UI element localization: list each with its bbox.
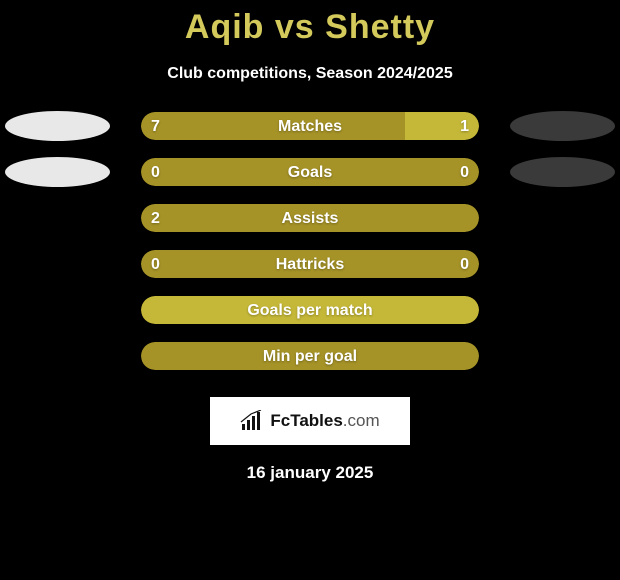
player-right-marker [510, 157, 615, 187]
value-right: 1 [460, 112, 469, 141]
page-title: Aqib vs Shetty [0, 8, 620, 47]
stat-row-hattricks: 0 Hattricks 0 [0, 249, 620, 295]
badge-name: FcTables [270, 411, 342, 431]
stat-row-goals: 0 Goals 0 [0, 157, 620, 203]
value-right: 0 [460, 250, 469, 279]
stat-label: Matches [141, 112, 479, 141]
stat-label: Goals [141, 158, 479, 187]
stat-bar: 2 Assists [140, 203, 480, 233]
player-right-marker [510, 111, 615, 141]
comparison-card: Aqib vs Shetty Club competitions, Season… [0, 0, 620, 580]
value-right: 0 [460, 158, 469, 187]
stat-bar: Goals per match [140, 295, 480, 325]
stat-row-gpm: Goals per match [0, 295, 620, 341]
stat-label: Hattricks [141, 250, 479, 279]
date-label: 16 january 2025 [0, 463, 620, 483]
stat-bar: 7 Matches 1 [140, 111, 480, 141]
player-left-marker [5, 157, 110, 187]
stats-area: 7 Matches 1 0 Goals 0 2 Assists [0, 111, 620, 387]
stat-bar: Min per goal [140, 341, 480, 371]
source-badge: FcTables.com [210, 397, 410, 445]
badge-domain: .com [343, 411, 380, 431]
stat-label: Assists [141, 204, 479, 233]
subtitle: Club competitions, Season 2024/2025 [0, 65, 620, 83]
stat-label: Min per goal [141, 342, 479, 371]
player-left-marker [5, 111, 110, 141]
stat-bar: 0 Goals 0 [140, 157, 480, 187]
stat-label: Goals per match [141, 296, 479, 325]
stat-row-assists: 2 Assists [0, 203, 620, 249]
stat-row-mpg: Min per goal [0, 341, 620, 387]
stat-row-matches: 7 Matches 1 [0, 111, 620, 157]
stat-bar: 0 Hattricks 0 [140, 249, 480, 279]
chart-icon [240, 410, 264, 432]
